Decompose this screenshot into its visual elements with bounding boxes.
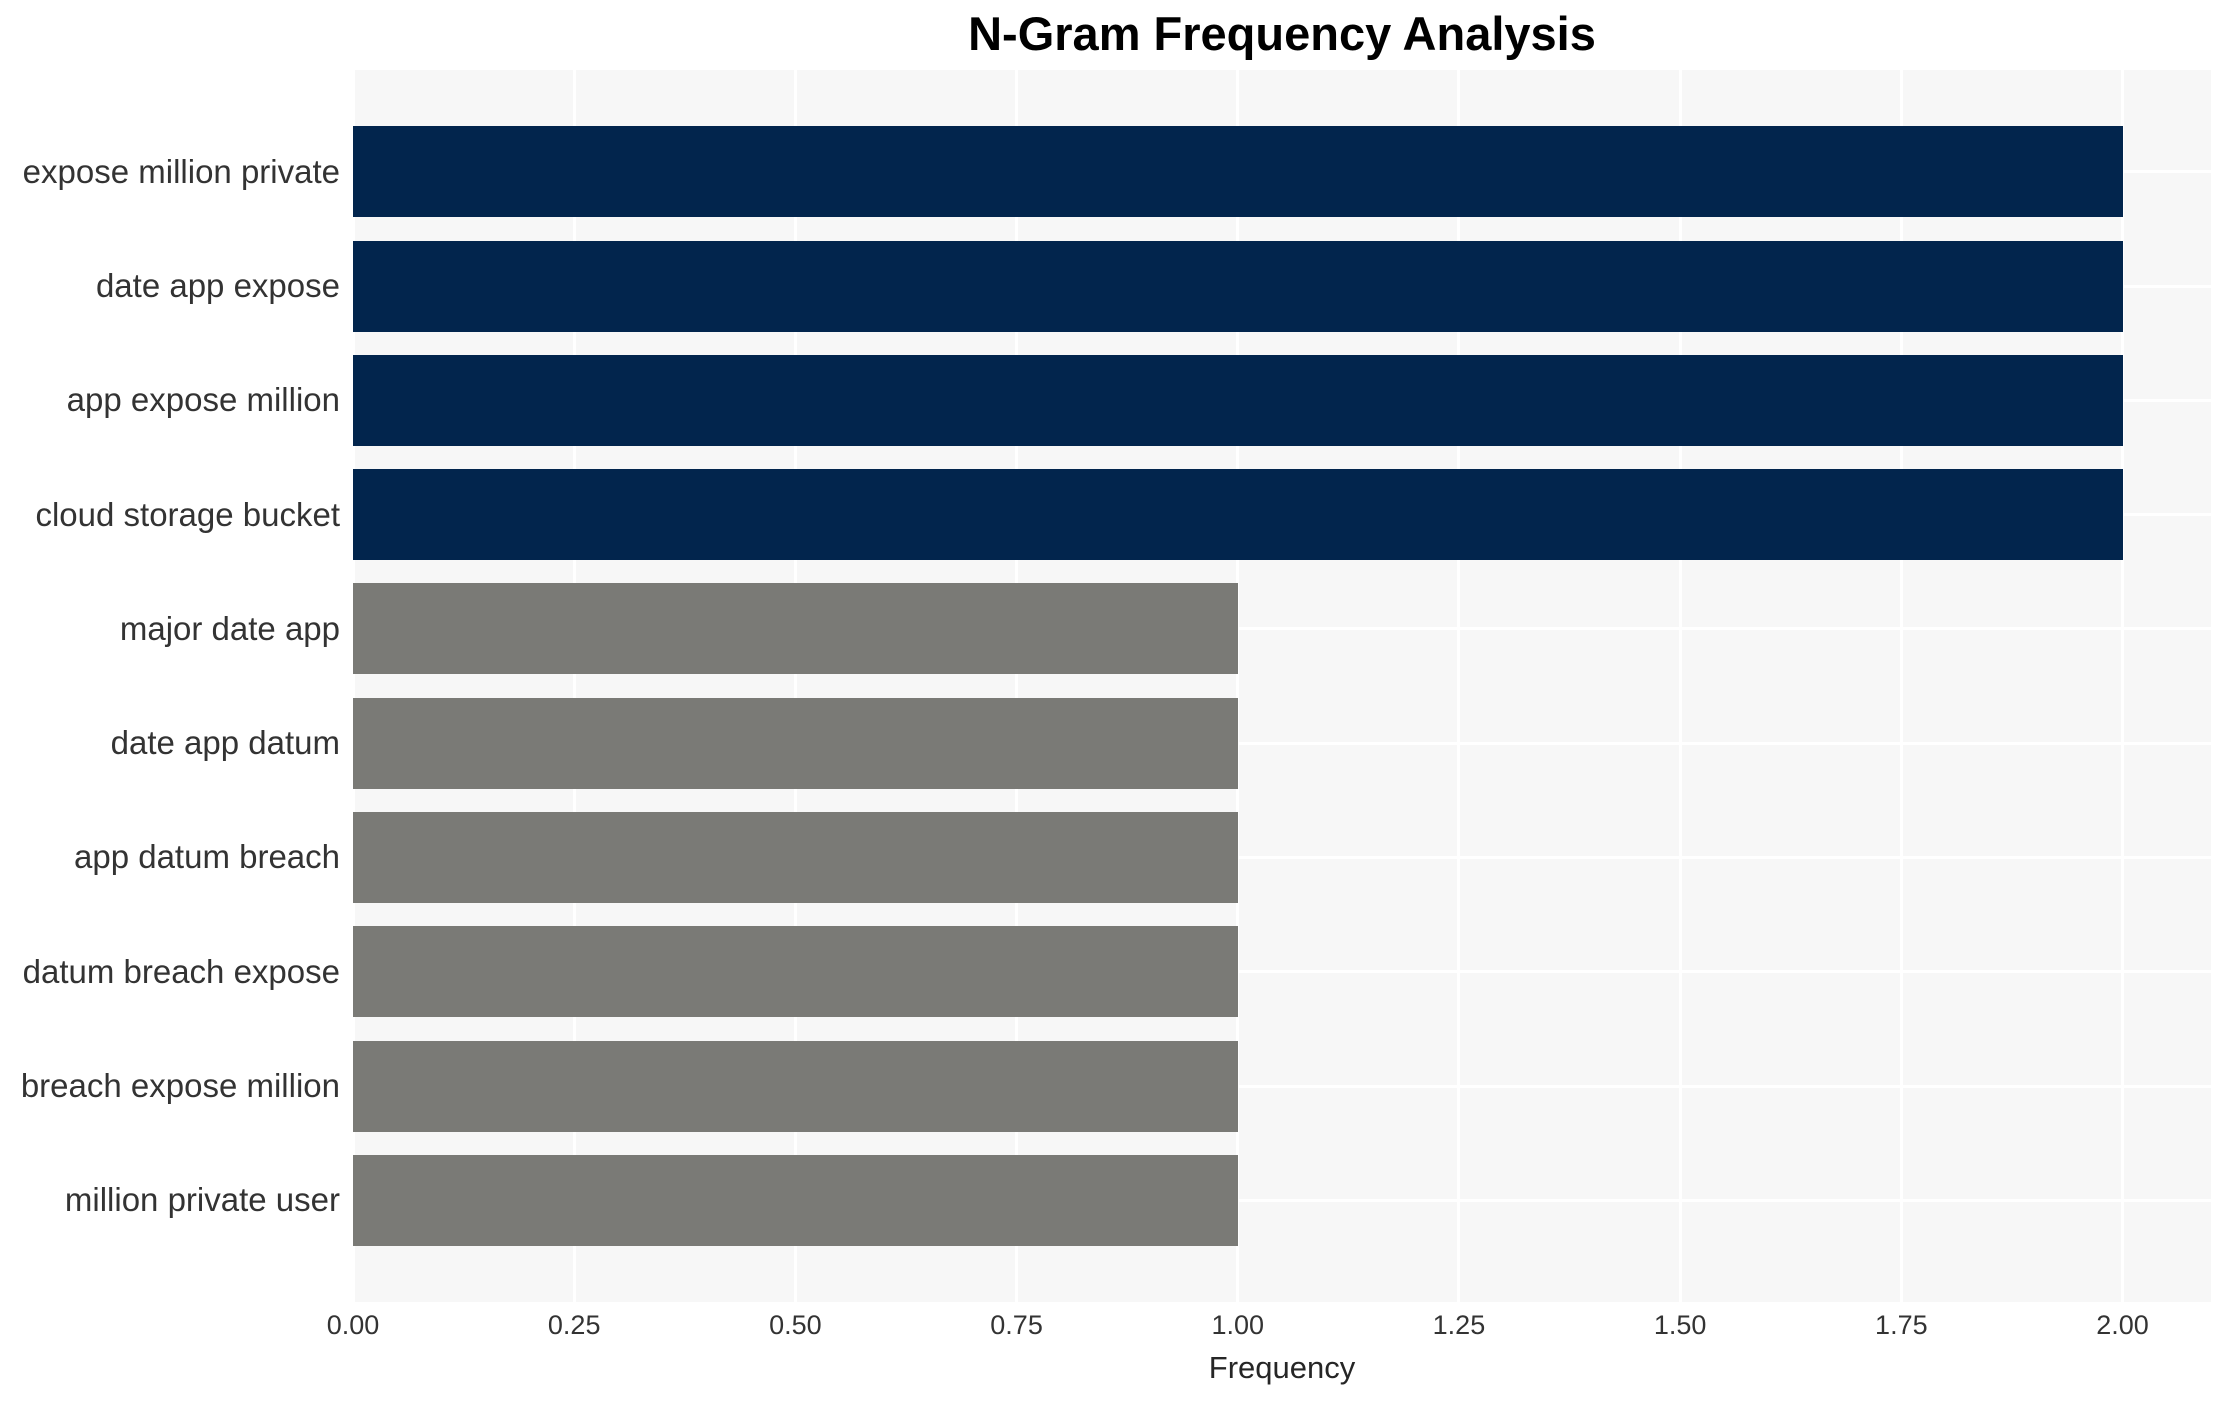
gridline-vertical [1236,70,1240,1302]
gridline-vertical [572,70,576,1302]
x-tick-label: 0.00 [326,1310,380,1340]
bar [353,697,1238,789]
gridline-horizontal [353,741,2211,745]
y-tick-label: date app datum [110,724,340,762]
x-tick-label: 0.50 [769,1310,822,1340]
gridline-vertical [1015,70,1019,1302]
x-tick-label: 0.75 [990,1310,1043,1340]
bar [353,469,2123,561]
y-tick-label: app datum breach [73,838,340,876]
plot-area [353,70,2211,1302]
x-tick-label: 1.50 [1653,1310,1707,1340]
x-tick-label: 0.25 [547,1310,601,1340]
x-tick-label: 2.00 [2096,1310,2149,1340]
bar [353,1154,1238,1246]
y-tick-label: app expose million [66,381,340,419]
x-tick-label: 1.00 [1211,1310,1265,1340]
bar [353,1040,1238,1132]
bar [353,240,2123,332]
chart-title: N-Gram Frequency Analysis [968,7,1596,60]
y-tick-label: expose million private [22,152,340,190]
gridline-horizontal [353,970,2211,974]
y-tick-label: date app expose [95,267,340,304]
y-tick-label: major date app [119,609,340,647]
gridline-vertical [353,70,355,1302]
gridline-vertical [1457,70,1461,1302]
gridline-vertical [1899,70,1903,1302]
gridline-vertical [793,70,797,1302]
bar [353,926,1238,1018]
bar [353,583,1238,675]
bar [353,126,2123,218]
y-tick-label: breach expose million [20,1067,340,1104]
bar [353,354,2123,446]
gridline-horizontal [353,1198,2211,1202]
y-tick-label: million private user [64,1181,340,1219]
y-tick-label: datum breach expose [22,952,340,990]
gridline-vertical [1678,70,1682,1302]
x-tick-label: 1.25 [1432,1310,1486,1340]
gridline-horizontal [353,855,2211,859]
gridline-horizontal [353,1084,2211,1088]
gridline-vertical [2121,70,2125,1302]
x-axis-label: Frequency [1208,1350,1356,1385]
y-tick-label: cloud storage bucket [35,495,340,533]
x-tick-label: 1.75 [1875,1310,1928,1340]
bar [353,811,1238,903]
gridline-horizontal [353,627,2211,631]
